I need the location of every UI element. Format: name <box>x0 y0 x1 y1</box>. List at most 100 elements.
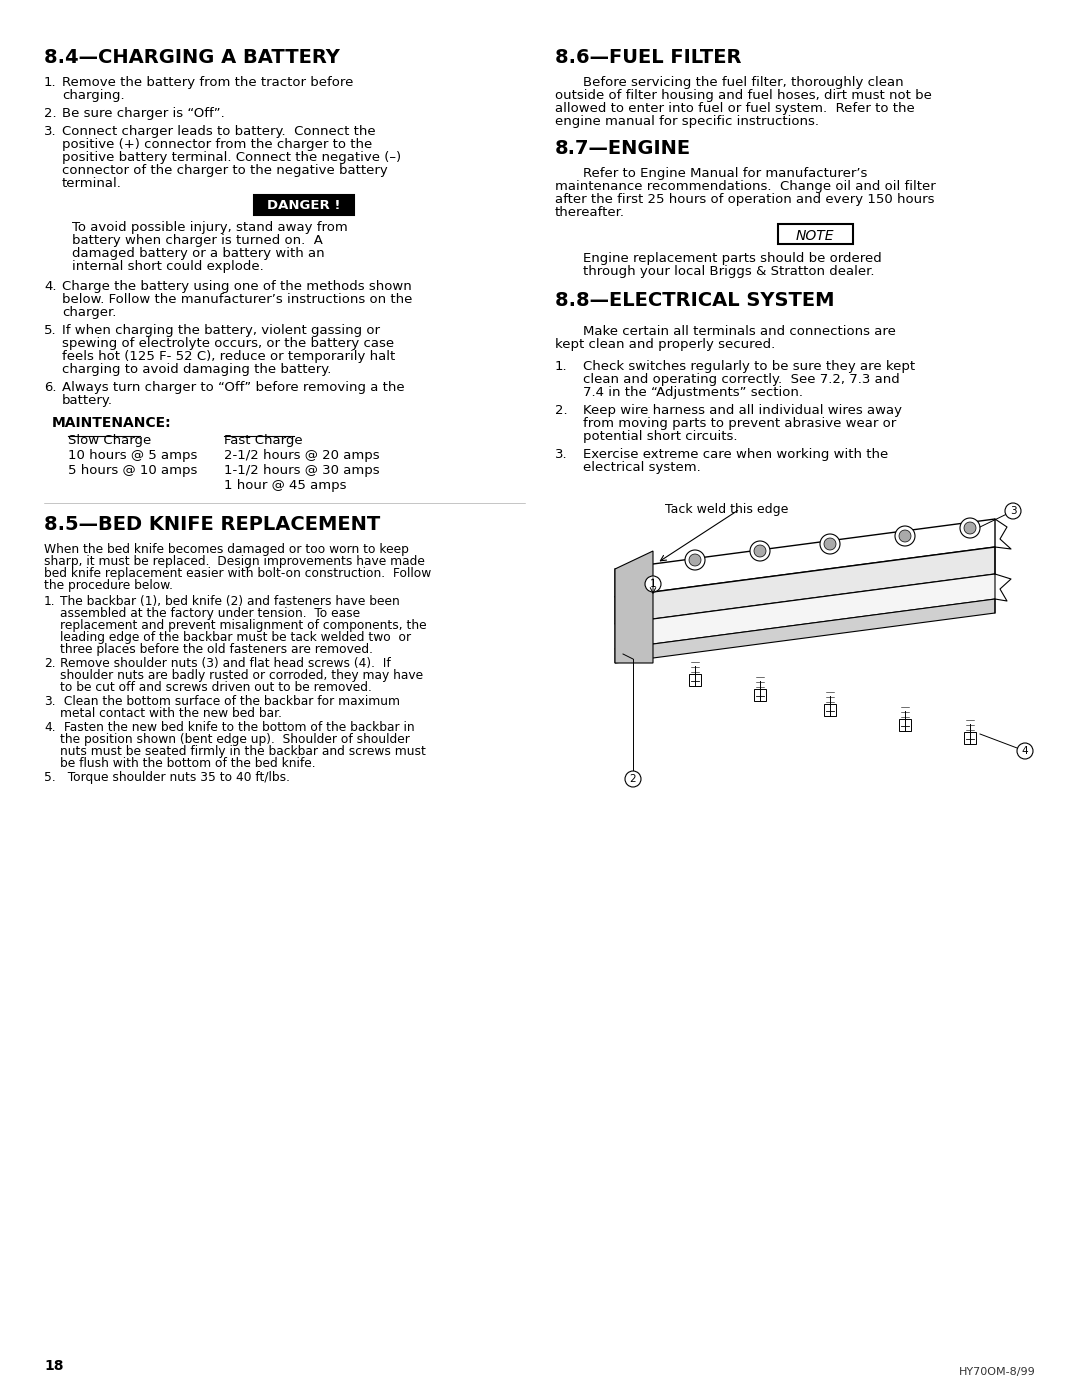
Polygon shape <box>615 550 653 664</box>
Bar <box>254 196 354 215</box>
Text: shoulder nuts are badly rusted or corroded, they may have: shoulder nuts are badly rusted or corrod… <box>60 669 423 682</box>
Text: 1-1/2 hours @ 30 amps: 1-1/2 hours @ 30 amps <box>224 464 380 476</box>
Text: 4.: 4. <box>44 721 56 733</box>
Text: 8.5—BED KNIFE REPLACEMENT: 8.5—BED KNIFE REPLACEMENT <box>44 515 380 534</box>
Text: Remove shoulder nuts (3) and flat head screws (4).  If: Remove shoulder nuts (3) and flat head s… <box>60 657 391 671</box>
Text: 6.: 6. <box>44 381 56 394</box>
Text: damaged battery or a battery with an: damaged battery or a battery with an <box>72 247 325 260</box>
Text: 8.8—ELECTRICAL SYSTEM: 8.8—ELECTRICAL SYSTEM <box>555 291 835 310</box>
Text: The backbar (1), bed knife (2) and fasteners have been: The backbar (1), bed knife (2) and faste… <box>60 595 400 608</box>
Text: 5 hours @ 10 amps: 5 hours @ 10 amps <box>68 464 198 476</box>
Text: To avoid possible injury, stand away from: To avoid possible injury, stand away fro… <box>72 221 348 235</box>
Text: positive (+) connector from the charger to the: positive (+) connector from the charger … <box>62 138 373 151</box>
Text: be flush with the bottom of the bed knife.: be flush with the bottom of the bed knif… <box>60 757 315 770</box>
Text: 10 hours @ 5 amps: 10 hours @ 5 amps <box>68 448 198 462</box>
Text: connector of the charger to the negative battery: connector of the charger to the negative… <box>62 163 388 177</box>
Text: 1 hour @ 45 amps: 1 hour @ 45 amps <box>224 479 347 492</box>
Bar <box>824 704 836 717</box>
Text: 2.: 2. <box>555 404 568 416</box>
Text: replacement and prevent misalignment of components, the: replacement and prevent misalignment of … <box>60 619 427 631</box>
Text: 1: 1 <box>650 578 657 590</box>
Text: Keep wire harness and all individual wires away: Keep wire harness and all individual wir… <box>583 404 902 416</box>
Bar <box>689 673 701 686</box>
Polygon shape <box>615 599 995 664</box>
Bar <box>964 732 976 745</box>
Text: HY70OM-8/99: HY70OM-8/99 <box>959 1368 1036 1377</box>
Circle shape <box>750 541 770 562</box>
Text: DANGER !: DANGER ! <box>267 198 341 212</box>
Text: to be cut off and screws driven out to be removed.: to be cut off and screws driven out to b… <box>60 680 372 694</box>
Text: Tack weld this edge: Tack weld this edge <box>665 503 788 515</box>
Polygon shape <box>615 520 995 597</box>
Text: 2.: 2. <box>44 657 56 671</box>
Text: Remove the battery from the tractor before: Remove the battery from the tractor befo… <box>62 75 353 89</box>
Text: charger.: charger. <box>62 306 117 319</box>
Text: charging.: charging. <box>62 89 124 102</box>
Text: internal short could explode.: internal short could explode. <box>72 260 264 272</box>
Circle shape <box>754 545 766 557</box>
Polygon shape <box>615 574 995 650</box>
Text: Fasten the new bed knife to the bottom of the backbar in: Fasten the new bed knife to the bottom o… <box>60 721 415 733</box>
Text: Torque shoulder nuts 35 to 40 ft/lbs.: Torque shoulder nuts 35 to 40 ft/lbs. <box>60 771 291 784</box>
Bar <box>778 224 853 244</box>
Circle shape <box>899 529 912 542</box>
Circle shape <box>824 538 836 550</box>
Text: electrical system.: electrical system. <box>583 461 701 474</box>
Text: 8.6—FUEL FILTER: 8.6—FUEL FILTER <box>555 47 742 67</box>
Circle shape <box>1005 503 1021 520</box>
Text: thereafter.: thereafter. <box>555 205 625 219</box>
Text: sharp, it must be replaced.  Design improvements have made: sharp, it must be replaced. Design impro… <box>44 555 424 569</box>
Text: 3.: 3. <box>44 694 56 708</box>
Text: the position shown (bent edge up).  Shoulder of shoulder: the position shown (bent edge up). Shoul… <box>60 733 410 746</box>
Text: Refer to Engine Manual for manufacturer’s: Refer to Engine Manual for manufacturer’… <box>583 168 867 180</box>
Text: battery when charger is turned on.  A: battery when charger is turned on. A <box>72 235 323 247</box>
Bar <box>899 719 912 731</box>
Text: Check switches regularly to be sure they are kept: Check switches regularly to be sure they… <box>583 360 915 373</box>
Text: Be sure charger is “Off”.: Be sure charger is “Off”. <box>62 108 225 120</box>
Circle shape <box>964 522 976 534</box>
Circle shape <box>1017 743 1032 759</box>
Circle shape <box>685 550 705 570</box>
Text: 1.: 1. <box>555 360 568 373</box>
Text: engine manual for specific instructions.: engine manual for specific instructions. <box>555 115 819 129</box>
Text: 3: 3 <box>1010 506 1016 515</box>
Text: 5.: 5. <box>44 771 56 784</box>
Text: after the first 25 hours of operation and every 150 hours: after the first 25 hours of operation an… <box>555 193 934 205</box>
Text: 3.: 3. <box>555 448 568 461</box>
Text: metal contact with the new bed bar.: metal contact with the new bed bar. <box>60 707 282 719</box>
Text: Slow Charge: Slow Charge <box>68 434 151 447</box>
Text: three places before the old fasteners are removed.: three places before the old fasteners ar… <box>60 643 373 657</box>
Text: 5.: 5. <box>44 324 56 337</box>
Text: assembled at the factory under tension.  To ease: assembled at the factory under tension. … <box>60 608 360 620</box>
Text: NOTE: NOTE <box>796 229 834 243</box>
Text: clean and operating correctly.  See 7.2, 7.3 and: clean and operating correctly. See 7.2, … <box>583 373 900 386</box>
Bar <box>754 689 766 701</box>
Text: spewing of electrolyte occurs, or the battery case: spewing of electrolyte occurs, or the ba… <box>62 337 394 351</box>
Text: maintenance recommendations.  Change oil and oil filter: maintenance recommendations. Change oil … <box>555 180 935 193</box>
Text: Always turn charger to “Off” before removing a the: Always turn charger to “Off” before remo… <box>62 381 405 394</box>
Text: terminal.: terminal. <box>62 177 122 190</box>
Text: 7.4 in the “Adjustments” section.: 7.4 in the “Adjustments” section. <box>583 386 804 400</box>
Text: feels hot (125 F- 52 C), reduce or temporarily halt: feels hot (125 F- 52 C), reduce or tempo… <box>62 351 395 363</box>
Circle shape <box>820 534 840 555</box>
Text: through your local Briggs & Stratton dealer.: through your local Briggs & Stratton dea… <box>583 265 875 278</box>
Text: allowed to enter into fuel or fuel system.  Refer to the: allowed to enter into fuel or fuel syste… <box>555 102 915 115</box>
Text: 2-1/2 hours @ 20 amps: 2-1/2 hours @ 20 amps <box>224 448 380 462</box>
Circle shape <box>689 555 701 566</box>
Circle shape <box>895 527 915 546</box>
Text: Charge the battery using one of the methods shown: Charge the battery using one of the meth… <box>62 279 411 293</box>
Text: from moving parts to prevent abrasive wear or: from moving parts to prevent abrasive we… <box>583 416 896 430</box>
Circle shape <box>960 518 980 538</box>
Text: leading edge of the backbar must be tack welded two  or: leading edge of the backbar must be tack… <box>60 631 411 644</box>
Text: 1.: 1. <box>44 75 56 89</box>
Text: the procedure below.: the procedure below. <box>44 578 173 592</box>
Text: positive battery terminal. Connect the negative (–): positive battery terminal. Connect the n… <box>62 151 401 163</box>
Text: below. Follow the manufacturer’s instructions on the: below. Follow the manufacturer’s instruc… <box>62 293 413 306</box>
Text: 2: 2 <box>630 774 636 784</box>
Text: Exercise extreme care when working with the: Exercise extreme care when working with … <box>583 448 888 461</box>
Text: 1.: 1. <box>44 595 56 608</box>
Text: 2.: 2. <box>44 108 56 120</box>
Text: battery.: battery. <box>62 394 113 407</box>
Text: Before servicing the fuel filter, thoroughly clean: Before servicing the fuel filter, thorou… <box>583 75 904 89</box>
Circle shape <box>625 771 642 787</box>
